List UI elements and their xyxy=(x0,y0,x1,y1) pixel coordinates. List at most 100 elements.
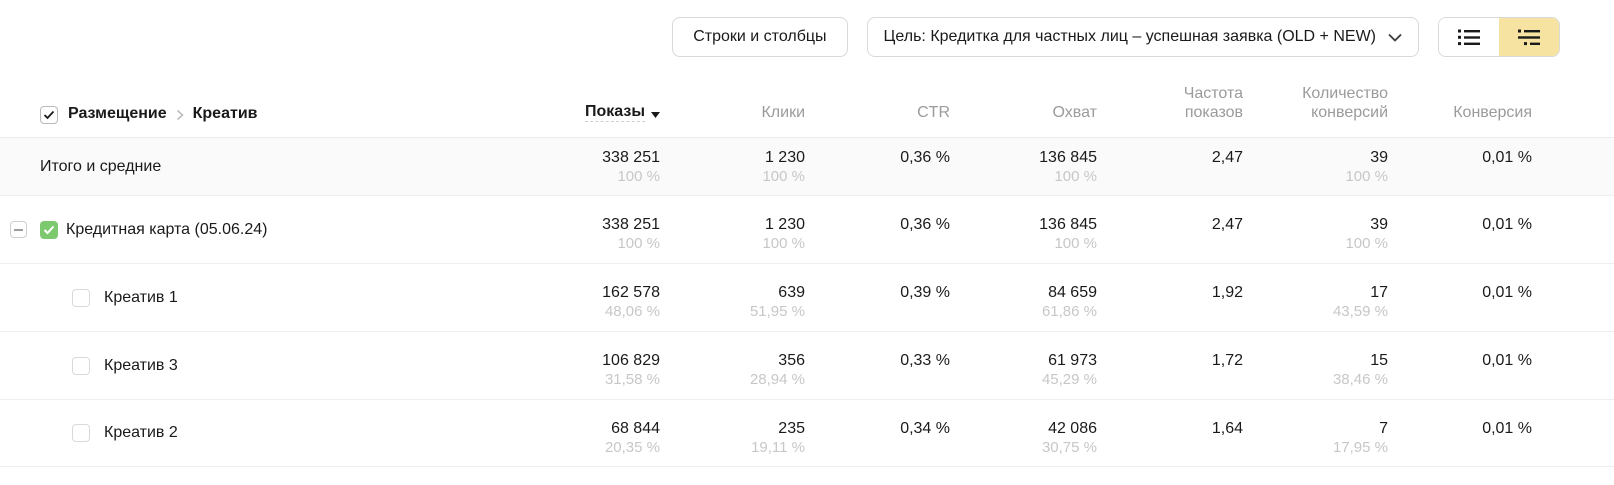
cell-share: 30,75 % xyxy=(1041,439,1097,456)
cell-conversion-rate: 0,01 % xyxy=(1388,400,1532,466)
table-row-creative: Креатив 1 162 578 48,06 % 639 51,95 % 0,39… xyxy=(0,263,1614,331)
cell-share: 38,46 % xyxy=(1332,371,1388,388)
column-header-frequency[interactable]: Частота показов xyxy=(1097,75,1243,137)
cell-value: 338 251 xyxy=(602,149,660,166)
cell-share: 20,35 % xyxy=(604,439,660,456)
cell-value: 2,47 xyxy=(1211,216,1243,233)
row-label[interactable]: Креатив 3 xyxy=(104,356,178,374)
breadcrumb-level-placement[interactable]: Размещение xyxy=(68,105,167,122)
row-checkbox-checked[interactable] xyxy=(40,220,58,239)
cell-frequency: 1,72 xyxy=(1097,332,1243,399)
column-header-conversions-count[interactable]: Количество конверсий xyxy=(1243,75,1388,137)
column-header-label: Количество конверсий xyxy=(1302,85,1388,121)
cell-value: 0,01 % xyxy=(1482,420,1532,437)
cell-value: 39 xyxy=(1370,216,1388,233)
cell-ctr: 0,39 % xyxy=(805,264,950,331)
cell-conversions-count: 7 17,95 % xyxy=(1243,400,1388,466)
cell-share: 31,58 % xyxy=(604,371,660,388)
goal-selector-dropdown[interactable]: Цель: Кредитка для частных лиц – успешна… xyxy=(866,17,1419,57)
cell-value: 68 844 xyxy=(611,420,660,437)
cell-value: 0,01 % xyxy=(1482,216,1532,233)
column-header-clicks[interactable]: Клики xyxy=(660,75,805,137)
cell-reach: 84 659 61,86 % xyxy=(950,264,1097,331)
select-all-checkbox[interactable] xyxy=(40,106,58,124)
cell-conversion-rate: 0,01 % xyxy=(1388,264,1532,331)
flat-list-view-button[interactable] xyxy=(1439,18,1499,56)
cell-frequency: 2,47 xyxy=(1097,138,1243,195)
cell-clicks: 235 19,11 % xyxy=(660,400,805,466)
cell-share: 100 % xyxy=(762,168,805,185)
cell-value: 1,64 xyxy=(1211,420,1243,437)
collapse-expander-button[interactable] xyxy=(10,221,27,238)
column-header-reach[interactable]: Охват xyxy=(950,75,1097,137)
cell-value: 0,39 % xyxy=(900,284,950,301)
row-checkbox-unchecked[interactable] xyxy=(72,356,90,375)
cell-impressions: 68 844 20,35 % xyxy=(515,400,660,466)
sort-desc-icon xyxy=(651,112,660,118)
cell-share: 45,29 % xyxy=(1041,371,1097,388)
cell-value: 356 xyxy=(778,352,805,369)
cell-conversion-rate: 0,01 % xyxy=(1388,138,1532,195)
cell-share: 100 % xyxy=(762,235,805,252)
cell-frequency: 1,92 xyxy=(1097,264,1243,331)
rows-columns-button[interactable]: Строки и столбцы xyxy=(672,17,848,57)
cell-ctr: 0,36 % xyxy=(805,196,950,263)
cell-share: 100 % xyxy=(1054,168,1097,185)
cell-share: 43,59 % xyxy=(1332,303,1388,320)
column-header-label: Частота показов xyxy=(1183,85,1243,121)
cell-conversion-rate: 0,01 % xyxy=(1388,196,1532,263)
cell-value: 7 xyxy=(1379,420,1388,437)
cell-impressions: 338 251 100 % xyxy=(515,196,660,263)
row-label: Итого и средние xyxy=(40,157,162,175)
cell-value: 162 578 xyxy=(602,284,660,301)
tree-list-view-button[interactable] xyxy=(1499,18,1559,56)
cell-clicks: 1 230 100 % xyxy=(660,196,805,263)
cell-share: 48,06 % xyxy=(604,303,660,320)
column-header-label: Охват xyxy=(1052,104,1097,121)
cell-value: 136 845 xyxy=(1039,216,1097,233)
grouping-breadcrumb: Размещение Креатив xyxy=(0,75,515,137)
tree-list-icon xyxy=(1517,27,1541,47)
cell-conversion-rate: 0,01 % xyxy=(1388,332,1532,399)
cell-share: 28,94 % xyxy=(749,371,805,388)
cell-value: 42 086 xyxy=(1048,420,1097,437)
cell-value: 1 230 xyxy=(764,216,805,233)
row-label[interactable]: Креатив 1 xyxy=(104,288,178,306)
cell-reach: 61 973 45,29 % xyxy=(950,332,1097,399)
cell-clicks: 639 51,95 % xyxy=(660,264,805,331)
cell-share: 100 % xyxy=(617,235,660,252)
cell-value: 61 973 xyxy=(1048,352,1097,369)
cell-conversions-count: 17 43,59 % xyxy=(1243,264,1388,331)
cell-frequency: 1,64 xyxy=(1097,400,1243,466)
cell-ctr: 0,36 % xyxy=(805,138,950,195)
flat-list-icon xyxy=(1457,27,1481,47)
cell-value: 0,36 % xyxy=(900,149,950,166)
cell-share: 100 % xyxy=(1345,235,1388,252)
breadcrumb-level-creative[interactable]: Креатив xyxy=(192,105,258,122)
cell-value: 15 xyxy=(1370,352,1388,369)
cell-reach: 42 086 30,75 % xyxy=(950,400,1097,466)
cell-reach: 136 845 100 % xyxy=(950,196,1097,263)
column-header-label: Клики xyxy=(761,104,805,121)
cell-reach: 136 845 100 % xyxy=(950,138,1097,195)
row-checkbox-unchecked[interactable] xyxy=(72,288,90,307)
cell-value: 0,01 % xyxy=(1482,149,1532,166)
row-label[interactable]: Креатив 2 xyxy=(104,424,178,441)
cell-conversions-count: 39 100 % xyxy=(1243,138,1388,195)
cell-value: 39 xyxy=(1370,149,1388,166)
cell-value: 84 659 xyxy=(1048,284,1097,301)
column-header-conversion-rate[interactable]: Конверсия xyxy=(1388,75,1532,137)
cell-clicks: 1 230 100 % xyxy=(660,138,805,195)
cell-share: 19,11 % xyxy=(751,439,805,456)
cell-share: 100 % xyxy=(1054,235,1097,252)
cell-value: 0,01 % xyxy=(1482,352,1532,369)
column-header-impressions[interactable]: Показы xyxy=(515,75,660,137)
statistics-table: Размещение Креатив Показы Клики CTR Охва… xyxy=(0,75,1614,467)
cell-share: 61,86 % xyxy=(1041,303,1097,320)
row-checkbox-unchecked[interactable] xyxy=(72,424,90,442)
chevron-right-icon xyxy=(176,109,184,121)
cell-value: 2,47 xyxy=(1211,149,1243,166)
column-header-ctr[interactable]: CTR xyxy=(805,75,950,137)
cell-ctr: 0,34 % xyxy=(805,400,950,466)
row-label[interactable]: Кредитная карта (05.06.24) xyxy=(66,220,268,238)
